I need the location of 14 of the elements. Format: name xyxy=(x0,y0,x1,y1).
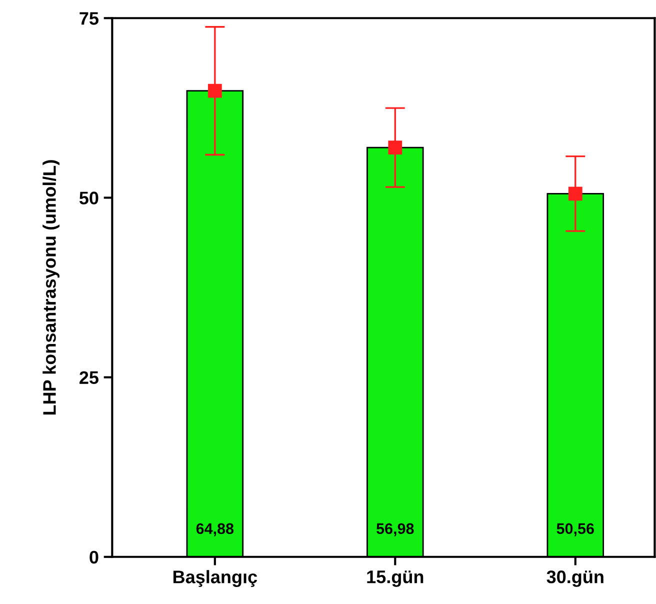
data-label: 64,88 xyxy=(196,523,234,536)
y-tick-label: 25 xyxy=(80,371,98,384)
y-tick-label: 0 xyxy=(90,550,98,564)
point xyxy=(568,186,582,201)
x-tick-label: Başlangıç xyxy=(173,570,258,587)
x-tick-label: 15.gün xyxy=(367,570,424,587)
data-label: 50,56 xyxy=(556,523,594,536)
y-tick-label: 75 xyxy=(80,12,98,25)
point xyxy=(208,84,222,98)
y-tick-label: 50 xyxy=(79,192,98,204)
point xyxy=(388,140,402,155)
x-tick-label: 30.gün xyxy=(546,570,604,587)
y-axis-title: LHP konsantrasyonu (umol/L) xyxy=(42,160,60,415)
data-label: 56,98 xyxy=(376,523,414,536)
